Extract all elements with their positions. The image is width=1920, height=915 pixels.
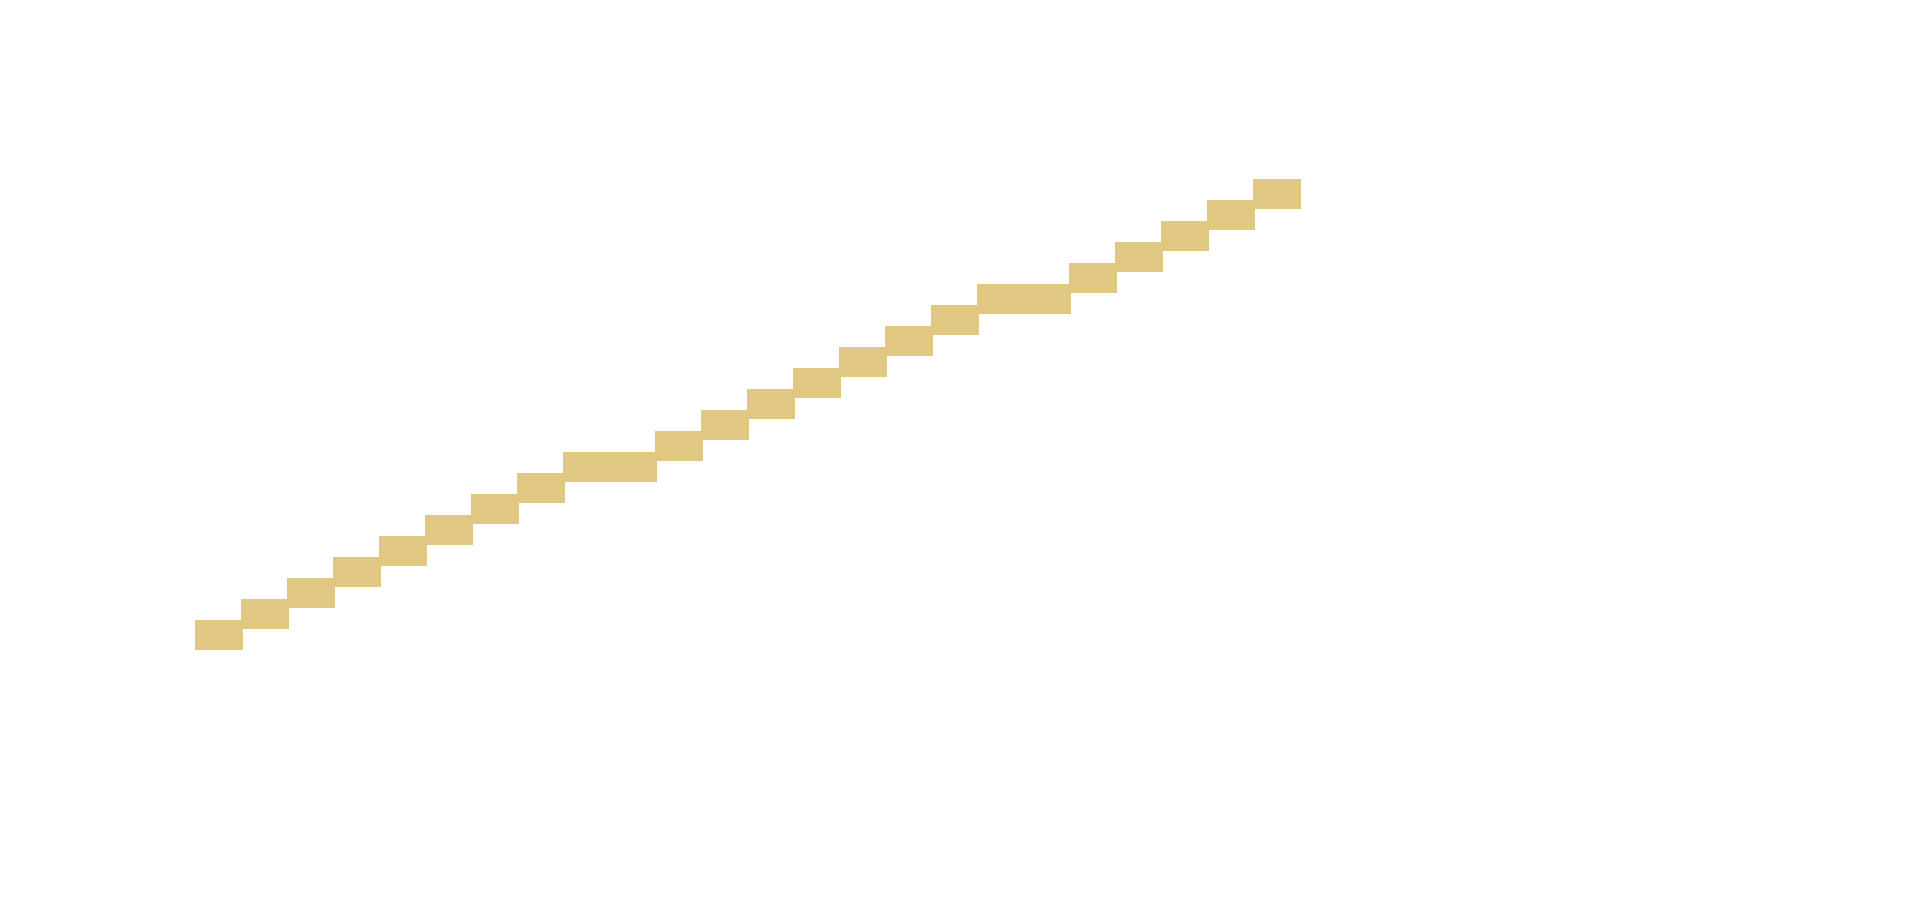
- line-segment-block: [701, 410, 749, 440]
- line-segment-block: [931, 305, 979, 335]
- line-segment-block: [563, 452, 611, 482]
- line-segment-block: [241, 599, 289, 629]
- line-segment-block: [609, 452, 657, 482]
- line-segment-block: [1023, 284, 1071, 314]
- line-segment-block: [425, 515, 473, 545]
- line-segment-block: [379, 536, 427, 566]
- line-segment-block: [1207, 200, 1255, 230]
- line-segment-block: [747, 389, 795, 419]
- line-segment-block: [471, 494, 519, 524]
- line-segment-block: [1161, 221, 1209, 251]
- line-segment-block: [1069, 263, 1117, 293]
- line-segment-block: [1115, 242, 1163, 272]
- line-segment-block: [839, 347, 887, 377]
- line-segment-block: [655, 431, 703, 461]
- line-segment-block: [195, 620, 243, 650]
- line-segment-block: [333, 557, 381, 587]
- line-segment-block: [287, 578, 335, 608]
- line-segment-block: [977, 284, 1025, 314]
- line-segment-block: [793, 368, 841, 398]
- staircase-line-series: [195, 179, 1301, 650]
- line-segment-block: [1253, 179, 1301, 209]
- line-segment-block: [517, 473, 565, 503]
- line-segment-block: [885, 326, 933, 356]
